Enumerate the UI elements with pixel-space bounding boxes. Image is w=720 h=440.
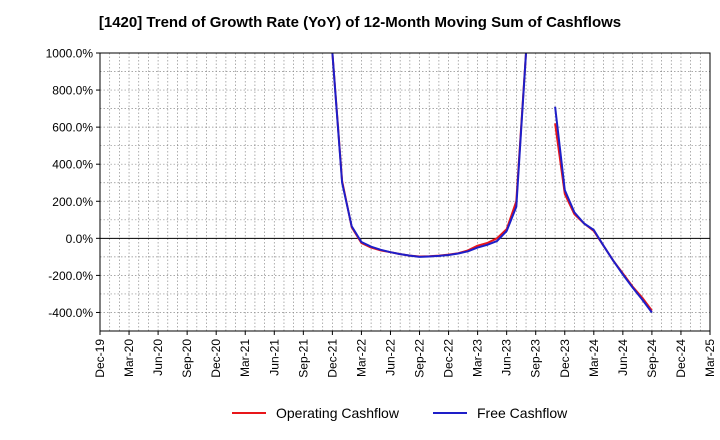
series-line-free-cashflow xyxy=(554,106,653,314)
y-tick-label: -400.0% xyxy=(48,306,93,320)
x-tick-label: Sep-20 xyxy=(180,339,194,378)
series-line-free-cashflow xyxy=(331,53,527,258)
legend: Operating Cashflow Free Cashflow xyxy=(0,405,720,427)
legend-item-free-cashflow: Free Cashflow xyxy=(433,405,567,421)
chart-title: [1420] Trend of Growth Rate (YoY) of 12-… xyxy=(98,14,622,31)
x-tick-label: Jun-21 xyxy=(267,339,281,376)
x-tick-label: Dec-24 xyxy=(674,339,688,378)
x-axis-ticks: Dec-19 Mar-20 Jun-20 Sep-20 Dec-20 Mar-21 Jun-… xyxy=(93,331,717,378)
y-tick-label: 0.0% xyxy=(66,232,94,246)
legend-label-free: Free Cashflow xyxy=(477,405,568,421)
x-tick-label: Dec-20 xyxy=(209,339,223,378)
grid xyxy=(100,53,710,331)
x-tick-label: Sep-21 xyxy=(296,339,310,378)
x-tick-label: Sep-22 xyxy=(413,339,427,378)
y-tick-label: 1000.0% xyxy=(46,47,94,61)
legend-label-operating: Operating Cashflow xyxy=(276,405,399,421)
x-tick-label: Mar-22 xyxy=(354,339,368,377)
x-tick-label: Sep-23 xyxy=(529,339,543,378)
x-tick-label: Jun-24 xyxy=(616,339,630,376)
y-tick-label: 800.0% xyxy=(52,84,93,98)
legend-swatch-operating xyxy=(232,412,266,415)
legend-item-operating-cashflow: Operating Cashflow xyxy=(232,405,399,421)
x-tick-label: Mar-24 xyxy=(587,339,601,377)
y-tick-label: 200.0% xyxy=(52,195,93,209)
x-tick-label: Dec-21 xyxy=(325,339,339,378)
x-tick-label: Mar-20 xyxy=(122,339,136,377)
x-tick-label: Mar-25 xyxy=(703,339,717,377)
plot-border xyxy=(99,52,711,332)
y-tick-label: 600.0% xyxy=(52,121,93,135)
x-tick-label: Dec-22 xyxy=(442,339,456,378)
y-tick-label: 400.0% xyxy=(52,158,93,172)
y-tick-label: -200.0% xyxy=(48,269,93,283)
x-tick-label: Dec-23 xyxy=(558,339,572,378)
x-tick-label: Jun-23 xyxy=(500,339,514,376)
legend-swatch-free xyxy=(433,412,467,415)
y-axis-ticks: -400.0% -200.0% 0.0% 200.0% 400.0% 600.0% 800.… xyxy=(46,47,100,320)
x-tick-label: Jun-20 xyxy=(151,339,165,376)
x-tick-label: Jun-22 xyxy=(383,339,397,376)
series-layer xyxy=(331,53,653,314)
x-tick-label: Mar-23 xyxy=(471,339,485,377)
x-tick-label: Mar-21 xyxy=(238,339,252,377)
x-tick-label: Dec-19 xyxy=(93,339,107,378)
x-tick-label: Sep-24 xyxy=(645,339,659,378)
